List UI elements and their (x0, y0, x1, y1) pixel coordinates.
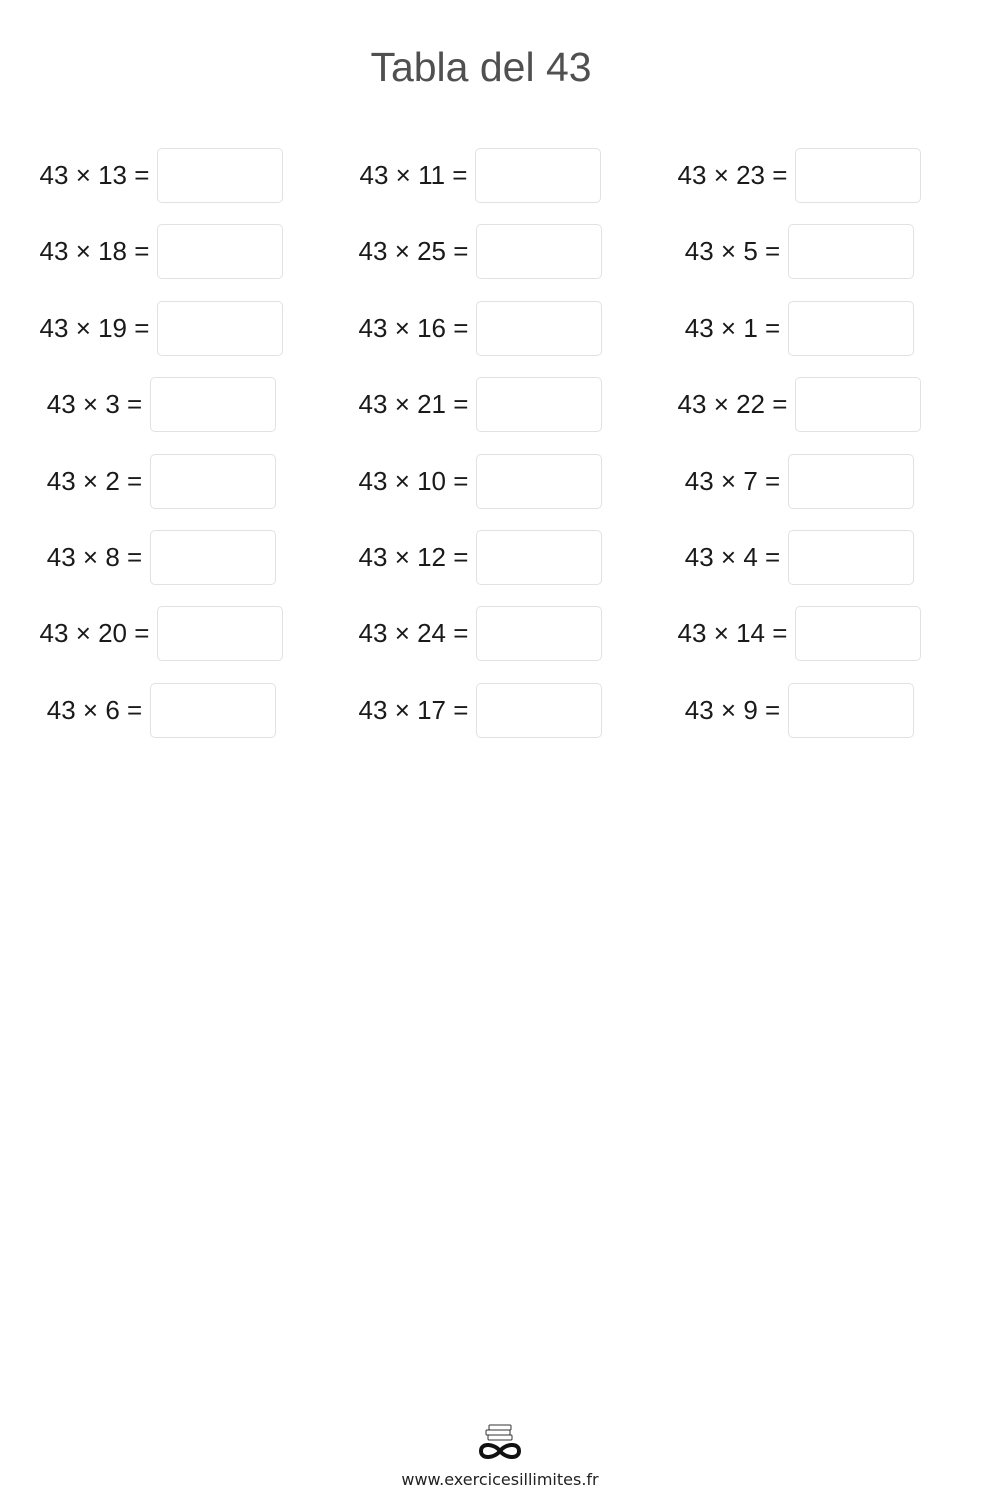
answer-box[interactable] (150, 682, 277, 738)
answer-box[interactable] (795, 377, 922, 433)
exercise-item: 43 × 11 = (321, 148, 640, 203)
exercise-label: 43 × 24 = (358, 618, 469, 649)
exercise-label: 43 × 2 = (46, 465, 143, 496)
answer-box[interactable] (150, 453, 277, 509)
answer-box[interactable] (788, 453, 915, 509)
answer-box[interactable] (150, 529, 277, 585)
answer-box[interactable] (157, 224, 284, 280)
answer-box[interactable] (476, 300, 603, 356)
exercise-item: 43 × 17 = (321, 682, 640, 738)
page-title: Tabla del 43 (370, 44, 592, 90)
answer-box[interactable] (795, 148, 922, 203)
exercise-item: 43 × 4 = (640, 529, 959, 585)
exercise-item: 43 × 9 = (640, 682, 959, 738)
exercise-grid: 43 × 13 = 43 × 11 = 43 × 23 = 43 × 18 = 43 ×… (2, 148, 959, 738)
exercise-label: 43 × 12 = (358, 541, 469, 572)
exercise-label: 43 × 23 = (677, 160, 788, 190)
exercise-label: 43 × 10 = (358, 465, 469, 496)
exercise-item: 43 × 7 = (640, 453, 959, 509)
answer-box[interactable] (150, 377, 277, 433)
exercise-item: 43 × 23 = (640, 148, 959, 203)
exercise-item: 43 × 6 = (2, 682, 321, 738)
exercise-item: 43 × 1 = (640, 300, 959, 356)
answer-box[interactable] (476, 377, 603, 433)
exercise-item: 43 × 10 = (321, 453, 640, 509)
exercise-item: 43 × 14 = (640, 606, 959, 662)
exercise-label: 43 × 9 = (684, 694, 781, 725)
exercise-label: 43 × 1 = (684, 312, 781, 343)
exercise-item: 43 × 2 = (2, 453, 321, 509)
answer-box[interactable] (788, 224, 915, 280)
exercise-label: 43 × 8 = (46, 541, 143, 572)
exercise-item: 43 × 8 = (2, 529, 321, 585)
answer-box[interactable] (788, 529, 915, 585)
exercise-label: 43 × 11 = (359, 160, 468, 190)
exercise-item: 43 × 16 = (321, 300, 640, 356)
answer-box[interactable] (157, 300, 284, 356)
answer-box[interactable] (476, 453, 603, 509)
exercise-label: 43 × 22 = (677, 389, 788, 420)
exercise-label: 43 × 16 = (358, 312, 469, 343)
exercise-label: 43 × 18 = (39, 236, 150, 267)
exercise-item: 43 × 22 = (640, 377, 959, 433)
exercise-item: 43 × 21 = (321, 377, 640, 433)
answer-box[interactable] (157, 148, 284, 203)
books-infinity-logo (478, 1424, 522, 1459)
exercise-item: 43 × 13 = (2, 148, 321, 203)
exercise-label: 43 × 14 = (677, 618, 788, 649)
answer-box[interactable] (157, 606, 284, 662)
exercise-label: 43 × 6 = (46, 694, 143, 725)
answer-box[interactable] (476, 224, 603, 280)
exercise-label: 43 × 4 = (684, 541, 781, 572)
answer-box[interactable] (795, 606, 922, 662)
exercise-item: 43 × 19 = (2, 300, 321, 356)
exercise-item: 43 × 5 = (640, 224, 959, 280)
exercise-item: 43 × 20 = (2, 606, 321, 662)
footer: www.exercicesillimites.fr (0, 1424, 1000, 1489)
exercise-item: 43 × 25 = (321, 224, 640, 280)
exercise-label: 43 × 19 = (39, 312, 150, 343)
exercise-label: 43 × 5 = (684, 236, 781, 267)
exercise-label: 43 × 7 = (684, 465, 781, 496)
exercise-label: 43 × 21 = (358, 389, 469, 420)
answer-box[interactable] (476, 606, 603, 662)
exercise-label: 43 × 3 = (46, 389, 143, 420)
exercise-item: 43 × 24 = (321, 606, 640, 662)
exercise-label: 43 × 13 = (39, 160, 150, 190)
website-url[interactable]: www.exercicesillimites.fr (401, 1470, 599, 1489)
answer-box[interactable] (788, 300, 915, 356)
exercise-label: 43 × 20 = (39, 618, 150, 649)
answer-box[interactable] (476, 682, 603, 738)
answer-box[interactable] (788, 682, 915, 738)
exercise-item: 43 × 18 = (2, 224, 321, 280)
exercise-label: 43 × 25 = (358, 236, 469, 267)
answer-box[interactable] (476, 529, 603, 585)
exercise-item: 43 × 3 = (2, 377, 321, 433)
answer-box[interactable] (475, 148, 602, 203)
exercise-label: 43 × 17 = (358, 694, 469, 725)
exercise-item: 43 × 12 = (321, 529, 640, 585)
